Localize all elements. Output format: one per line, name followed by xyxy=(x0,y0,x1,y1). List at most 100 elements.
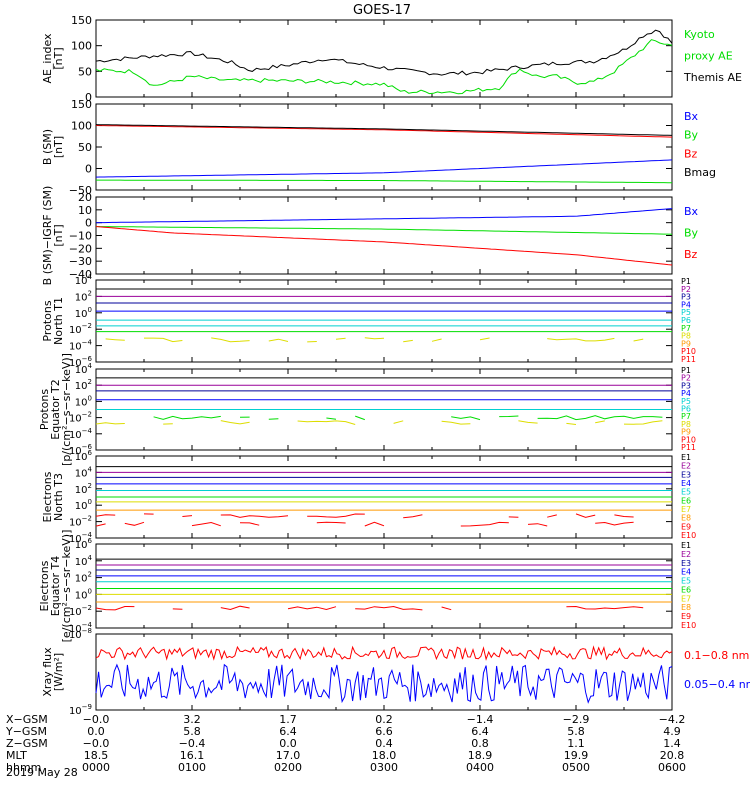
plot-title: GOES-17 xyxy=(353,3,411,18)
x-axis-row-label: Z−GSM xyxy=(6,737,48,750)
series-line xyxy=(96,179,672,184)
legend-entry: E2 xyxy=(681,550,691,559)
x-axis-value: −2.9 xyxy=(563,713,590,726)
y-tick-label: 100 xyxy=(75,498,92,512)
y-axis-label: Equator T2 xyxy=(49,379,62,439)
x-axis-value: 17.0 xyxy=(276,749,301,762)
x-axis-row-label: X−GSM xyxy=(6,713,48,726)
y-tick-label: 100 xyxy=(75,587,92,601)
legend-entry: 0.05−0.4 nm xyxy=(684,678,750,691)
legend-entry: E10 xyxy=(681,621,696,630)
y-tick-label: 0 xyxy=(85,163,92,176)
legend-entry: E9 xyxy=(681,612,691,621)
legend-entry: P2 xyxy=(681,374,691,383)
y-axis-label: Electrons xyxy=(41,471,54,522)
y-axis-label: [nT] xyxy=(52,47,65,69)
legend-entry: P6 xyxy=(681,405,691,414)
y-axis-label: [nT] xyxy=(52,224,65,246)
series-line xyxy=(95,39,673,95)
legend-entry: E6 xyxy=(681,585,691,594)
legend-entry: P5 xyxy=(681,308,691,317)
panel-frame xyxy=(95,103,673,191)
x-axis-value: −0.4 xyxy=(179,737,206,750)
x-axis-value: 6.4 xyxy=(471,725,489,738)
x-axis-value: 0500 xyxy=(562,761,590,774)
y-tick-label: 150 xyxy=(71,14,92,27)
y-tick-label: 104 xyxy=(75,362,93,376)
x-axis-value: 0.0 xyxy=(279,737,297,750)
legend-entry: By xyxy=(684,129,699,142)
panel-frame xyxy=(95,19,673,98)
x-axis-value: 0300 xyxy=(370,761,398,774)
x-axis-value: 1.4 xyxy=(663,737,681,750)
legend-entry: P7 xyxy=(681,412,691,421)
legend-entry: E9 xyxy=(681,522,691,531)
y-tick-label: 100 xyxy=(71,120,92,133)
series-line xyxy=(96,606,672,610)
x-axis-value: 18.9 xyxy=(468,749,493,762)
y-tick-label: 10−2 xyxy=(69,515,92,529)
legend-entry: P9 xyxy=(681,339,691,348)
series-line xyxy=(95,29,673,76)
legend-entry: E3 xyxy=(681,559,691,568)
legend-entry: P5 xyxy=(681,397,691,406)
x-axis-value: 5.8 xyxy=(183,725,201,738)
series-line xyxy=(95,663,673,704)
y-tick-label: 50 xyxy=(78,141,92,154)
legend-entry: E10 xyxy=(681,531,696,540)
panel-frame xyxy=(95,279,673,363)
legend-entry: P1 xyxy=(681,277,691,286)
x-axis-value: 0.2 xyxy=(375,713,393,726)
y-tick-label: 102 xyxy=(75,571,92,585)
x-axis-value: 4.9 xyxy=(663,725,681,738)
legend-entry: P8 xyxy=(681,332,691,341)
x-axis-value: 6.4 xyxy=(279,725,297,738)
y-tick-label: 150 xyxy=(71,98,92,111)
x-axis-value: 16.1 xyxy=(180,749,205,762)
y-tick-label: −20 xyxy=(69,242,92,255)
legend-entry: P4 xyxy=(681,389,691,398)
x-axis-value: 0.4 xyxy=(375,737,393,750)
y-axis-label: B (SM) xyxy=(41,129,54,165)
x-axis-value: 0000 xyxy=(82,761,110,774)
x-axis-value: 0100 xyxy=(178,761,206,774)
legend-entry: P3 xyxy=(681,293,691,302)
y-tick-label: 102 xyxy=(75,378,92,392)
legend-entry: E5 xyxy=(681,488,691,497)
legend-entry: E4 xyxy=(681,479,691,488)
x-axis-value: −0.0 xyxy=(83,713,110,726)
legend-entry: 0.1−0.8 nm xyxy=(684,649,749,662)
x-axis-value: 3.2 xyxy=(183,713,201,726)
series-line xyxy=(96,514,672,518)
legend-entry: Bz xyxy=(684,248,698,261)
panel-frame xyxy=(95,196,673,275)
y-tick-label: 102 xyxy=(75,482,92,496)
legend-entry: Bmag xyxy=(684,166,716,179)
y-axis-label: North T3 xyxy=(52,473,65,521)
series-line xyxy=(153,415,663,421)
legend-entry: P2 xyxy=(681,285,691,294)
series-line xyxy=(95,645,673,661)
x-axis-value: 6.6 xyxy=(375,725,393,738)
legend-entry: P6 xyxy=(681,316,691,325)
x-axis-value: −0.0 xyxy=(83,737,110,750)
y-tick-label: 104 xyxy=(75,554,93,568)
y-tick-label: 10−4 xyxy=(69,339,93,353)
legend-entry: P9 xyxy=(681,428,691,437)
panel-2: −50 0 50 100 150 B (SM)[nT] Bx By Bz Bmag xyxy=(41,98,716,197)
y-tick-label: 106 xyxy=(75,449,93,463)
y-axis-label: Protons xyxy=(41,300,54,341)
legend-entry: E8 xyxy=(681,603,691,612)
series-line xyxy=(96,522,672,526)
legend-entry: proxy AE xyxy=(684,50,733,63)
legend-entry: Kyoto xyxy=(684,28,715,41)
x-axis-row-label: MLT xyxy=(6,749,27,762)
y-tick-label: 106 xyxy=(75,537,93,551)
y-axis-label: [e/(cm²−s−sr−keV)] xyxy=(60,530,73,643)
legend-entry: P10 xyxy=(681,347,696,356)
legend-entry: E7 xyxy=(681,505,691,514)
